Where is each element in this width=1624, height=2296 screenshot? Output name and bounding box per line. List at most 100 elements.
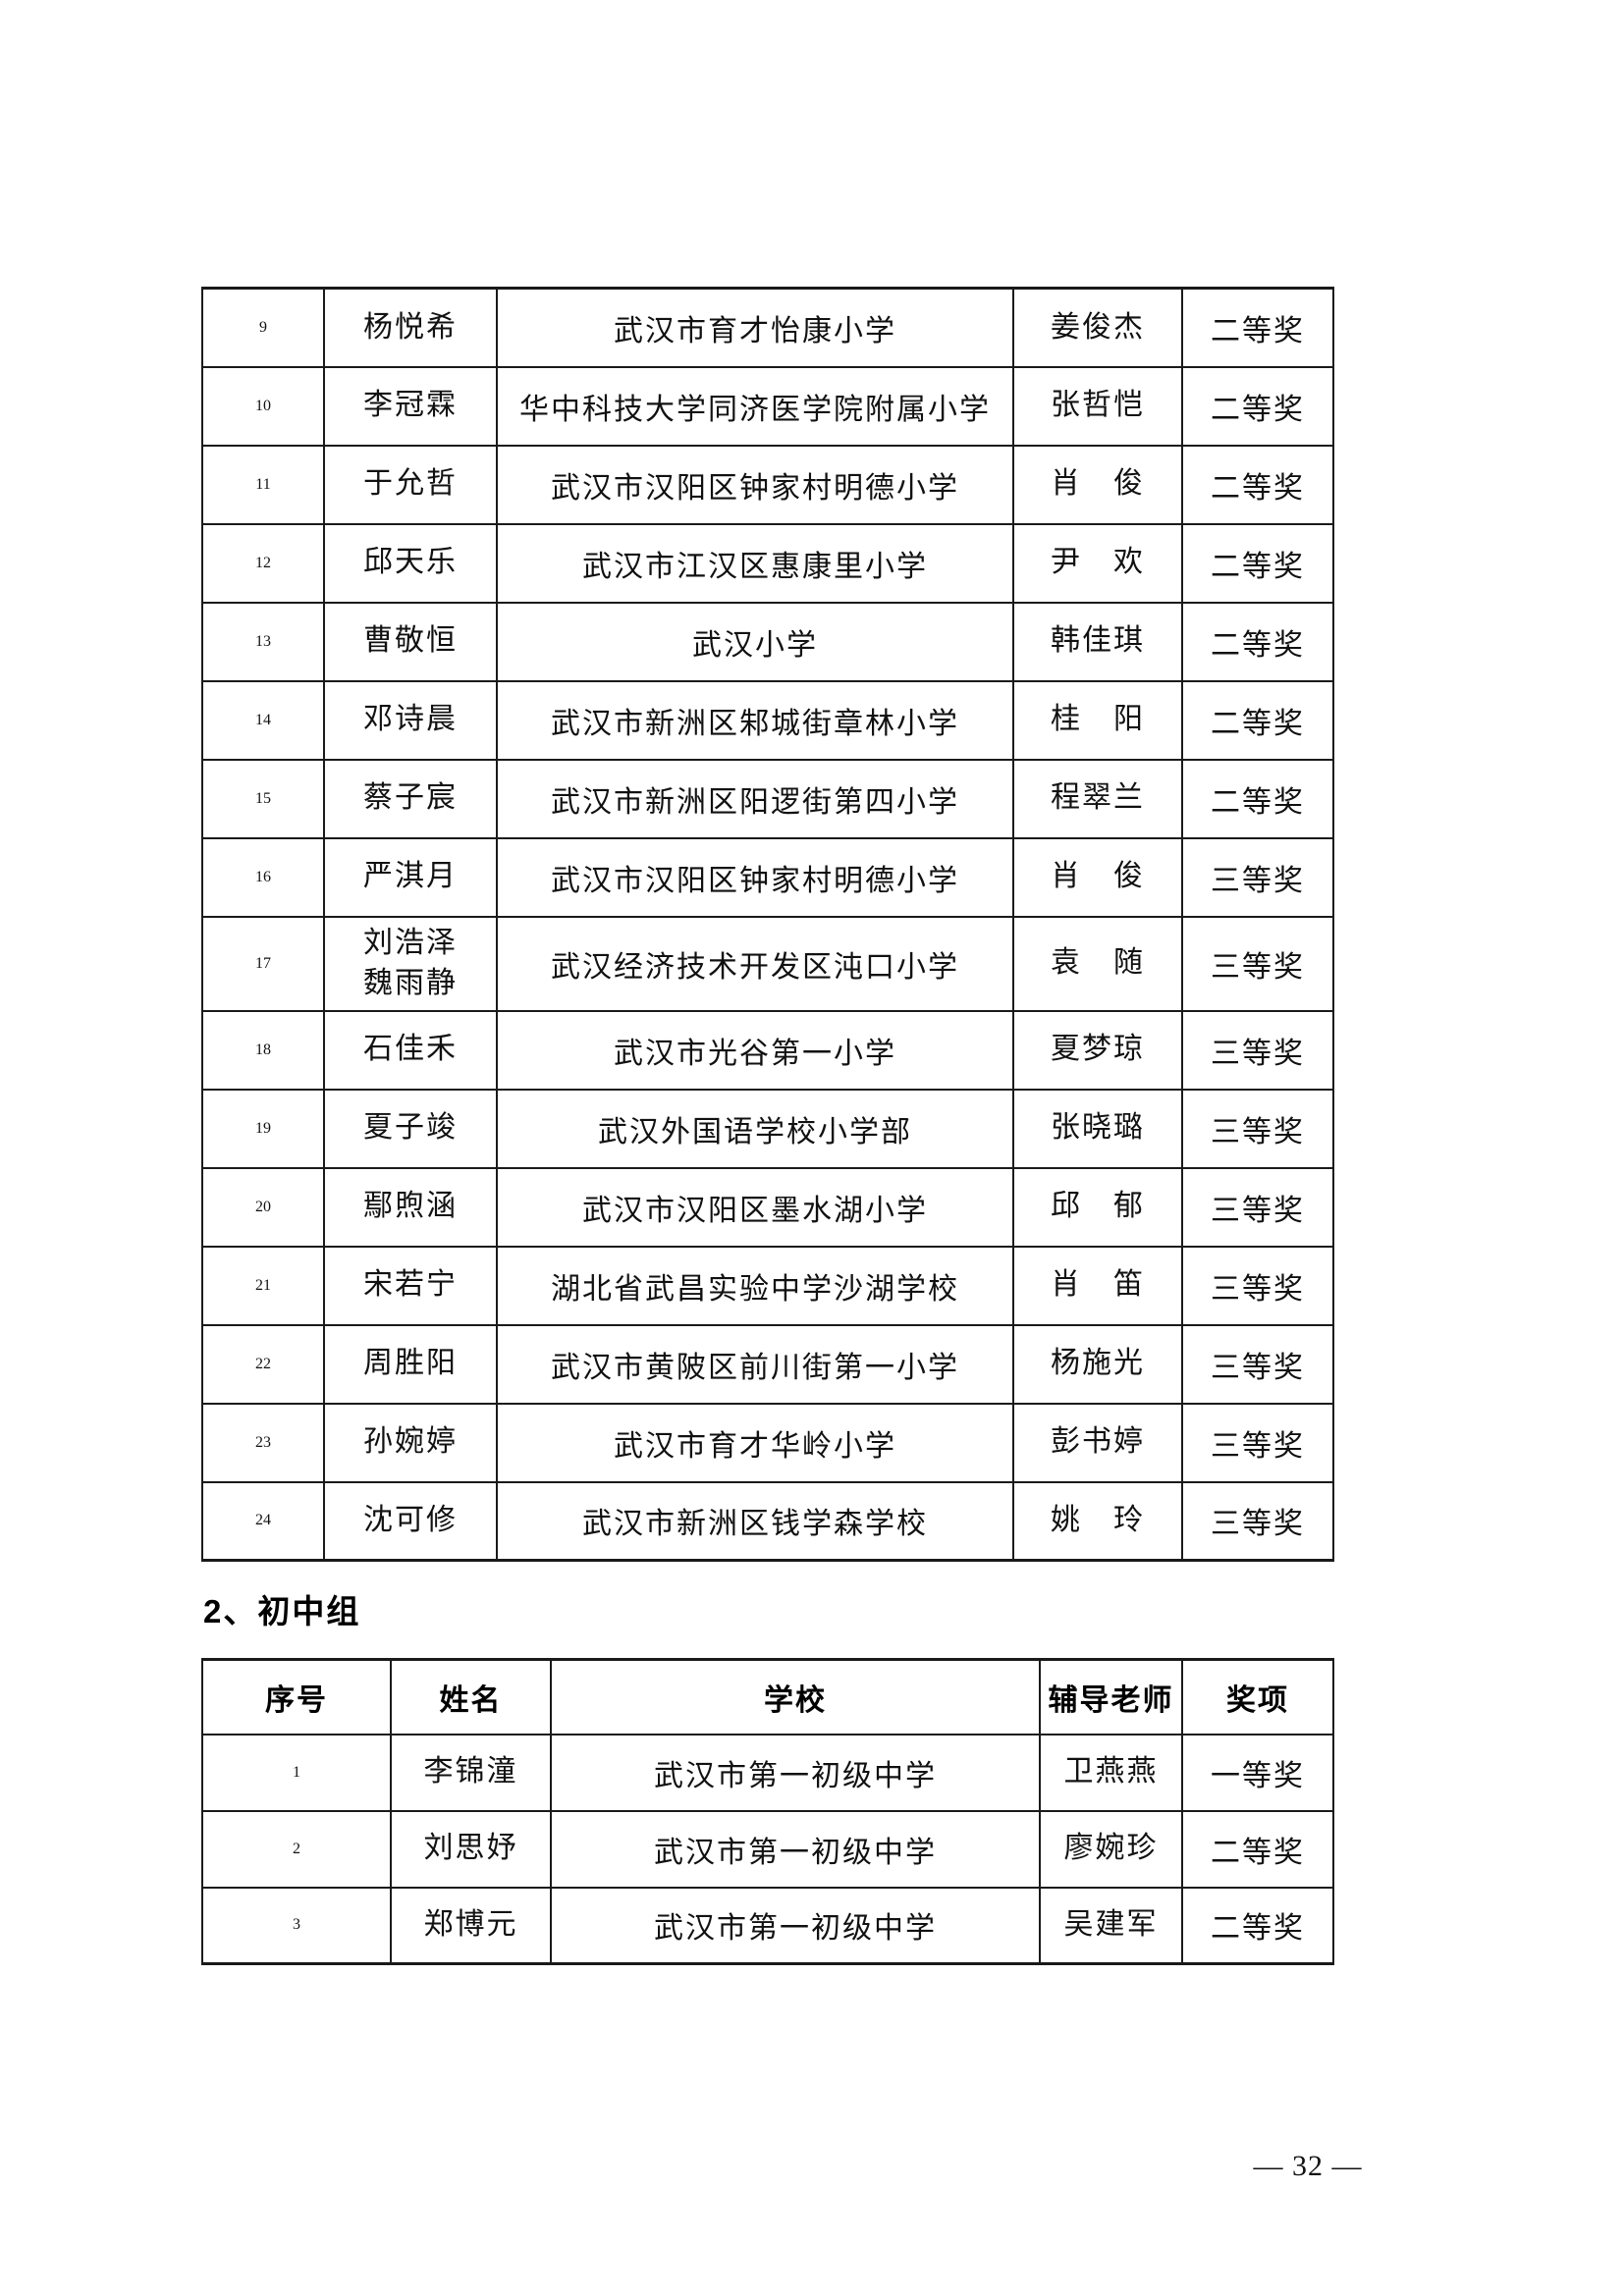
primary-table-row: 17 刘浩泽 魏雨静 武汉经济技术开发区沌口小学袁 随三等奖	[201, 915, 1334, 1012]
teacher-cell: 韩佳琪	[1012, 601, 1183, 682]
serial-cell: 11	[201, 444, 325, 525]
primary-table-row: 10 李冠霖 华中科技大学同济医学院附属小学 张哲恺 二等奖	[201, 365, 1334, 447]
teacher-cell: 袁 随	[1012, 915, 1183, 1012]
primary-group-award-table: 9 杨悦希 武汉市育才怡康小学 姜俊杰 二等奖 10 李冠霖 华中科技大学同济医学院附属小学张…	[201, 287, 1334, 1562]
award-cell: 一等奖	[1181, 1733, 1334, 1812]
name-cell: 刘思妤	[390, 1809, 552, 1889]
name-cell: 宋若宁	[323, 1245, 498, 1326]
school-cell: 湖北省武昌实验中学沙湖学校	[496, 1245, 1014, 1326]
primary-table-row: 16 严淇月 武汉市汉阳区钟家村明德小学肖 俊三等奖	[201, 836, 1334, 918]
award-cell: 二等奖	[1181, 287, 1334, 368]
primary-table-row: 9 杨悦希 武汉市育才怡康小学 姜俊杰 二等奖	[201, 287, 1334, 368]
primary-group-table-body: 9 杨悦希 武汉市育才怡康小学 姜俊杰 二等奖 10 李冠霖 华中科技大学同济医学院附属小学张…	[201, 287, 1334, 1562]
name-cell: 周胜阳	[323, 1323, 498, 1405]
name-cell: 邓诗晨	[323, 679, 498, 761]
name-cell: 孙婉婷	[323, 1402, 498, 1483]
teacher-cell: 夏梦琼	[1012, 1009, 1183, 1091]
name-cell: 夏子竣	[323, 1088, 498, 1169]
teacher-cell: 廖婉珍	[1039, 1809, 1183, 1889]
teacher-cell: 杨施光	[1012, 1323, 1183, 1405]
teacher-cell: 邱 郁	[1012, 1166, 1183, 1248]
award-cell: 三等奖	[1181, 1088, 1334, 1169]
name-cell: 沈可修	[323, 1480, 498, 1562]
junior-table-row: 2 刘思妤 武汉市第一初级中学 廖婉珍 二等奖	[201, 1809, 1334, 1889]
primary-table-row: 19 夏子竣 武汉外国语学校小学部 张晓璐 三等奖	[201, 1088, 1334, 1169]
teacher-cell: 张哲恺	[1012, 365, 1183, 447]
school-cell: 武汉市第一初级中学	[550, 1886, 1041, 1965]
school-cell: 武汉小学	[496, 601, 1014, 682]
serial-cell: 14	[201, 679, 325, 761]
header-cell-serial: 序号	[201, 1658, 392, 1735]
primary-table-row: 20 鄢煦涵 武汉市汉阳区墨水湖小学邱 郁三等奖	[201, 1166, 1334, 1248]
school-cell: 武汉市第一初级中学	[550, 1809, 1041, 1889]
teacher-cell: 程翠兰	[1012, 758, 1183, 839]
school-cell: 武汉市新洲区阳逻街第四小学	[496, 758, 1014, 839]
serial-cell: 16	[201, 836, 325, 918]
junior-group-award-table: 序号 姓名 学校 辅导老师 奖项 1 李锦潼 武汉市第一初级中学 卫燕燕 一等奖 2 刘思妤…	[201, 1658, 1334, 1965]
school-cell: 武汉市光谷第一小学	[496, 1009, 1014, 1091]
serial-cell: 10	[201, 365, 325, 447]
name-cell: 于允哲	[323, 444, 498, 525]
award-cell: 二等奖	[1181, 679, 1334, 761]
primary-table-row: 13 曹敬恒 武汉小学 韩佳琪 二等奖	[201, 601, 1334, 682]
teacher-cell: 肖 笛	[1012, 1245, 1183, 1326]
school-cell: 武汉市江汉区惠康里小学	[496, 522, 1014, 604]
name-cell: 郑博元	[390, 1886, 552, 1965]
serial-cell: 24	[201, 1480, 325, 1562]
award-cell: 三等奖	[1181, 1480, 1334, 1562]
primary-table-row: 12 邱天乐 武汉市江汉区惠康里小学尹 欢二等奖	[201, 522, 1334, 604]
primary-table-row: 11 于允哲 武汉市汉阳区钟家村明德小学肖 俊二等奖	[201, 444, 1334, 525]
primary-table-row: 24 沈可修 武汉市新洲区钱学森学校姚 玲三等奖	[201, 1480, 1334, 1562]
serial-cell: 18	[201, 1009, 325, 1091]
header-cell-award: 奖项	[1181, 1658, 1334, 1735]
header-cell-school: 学校	[550, 1658, 1041, 1735]
junior-table-header-row: 序号 姓名 学校 辅导老师 奖项	[201, 1658, 1334, 1735]
name-cell: 鄢煦涵	[323, 1166, 498, 1248]
page-number: — 32 —	[1253, 2150, 1363, 2182]
serial-cell: 2	[201, 1809, 392, 1889]
primary-table-row: 21 宋若宁 湖北省武昌实验中学沙湖学校肖 笛三等奖	[201, 1245, 1334, 1326]
serial-cell: 19	[201, 1088, 325, 1169]
award-cell: 三等奖	[1181, 1009, 1334, 1091]
primary-table-row: 14 邓诗晨 武汉市新洲区邾城街章林小学桂 阳二等奖	[201, 679, 1334, 761]
award-cell: 二等奖	[1181, 601, 1334, 682]
school-cell: 武汉市第一初级中学	[550, 1733, 1041, 1812]
award-cell: 三等奖	[1181, 915, 1334, 1012]
teacher-cell: 姚 玲	[1012, 1480, 1183, 1562]
name-cell: 石佳禾	[323, 1009, 498, 1091]
teacher-cell: 彭书婷	[1012, 1402, 1183, 1483]
serial-cell: 21	[201, 1245, 325, 1326]
award-cell: 二等奖	[1181, 365, 1334, 447]
teacher-cell: 尹 欢	[1012, 522, 1183, 604]
name-cell: 严淇月	[323, 836, 498, 918]
serial-cell: 1	[201, 1733, 392, 1812]
award-cell: 二等奖	[1181, 444, 1334, 525]
award-cell: 三等奖	[1181, 1323, 1334, 1405]
primary-table-row: 15 蔡子宸 武汉市新洲区阳逻街第四小学 程翠兰 二等奖	[201, 758, 1334, 839]
school-cell: 武汉市育才华岭小学	[496, 1402, 1014, 1483]
name-cell: 蔡子宸	[323, 758, 498, 839]
award-cell: 二等奖	[1181, 1886, 1334, 1965]
teacher-cell: 张晓璐	[1012, 1088, 1183, 1169]
page-content: 9 杨悦希 武汉市育才怡康小学 姜俊杰 二等奖 10 李冠霖 华中科技大学同济医学院附属小学张…	[201, 287, 1334, 1965]
name-cell: 曹敬恒	[323, 601, 498, 682]
serial-cell: 23	[201, 1402, 325, 1483]
school-cell: 武汉经济技术开发区沌口小学	[496, 915, 1014, 1012]
teacher-cell: 卫燕燕	[1039, 1733, 1183, 1812]
school-cell: 武汉市汉阳区钟家村明德小学	[496, 836, 1014, 918]
teacher-cell: 桂 阳	[1012, 679, 1183, 761]
award-cell: 三等奖	[1181, 1402, 1334, 1483]
primary-table-row: 18 石佳禾 武汉市光谷第一小学 夏梦琼 三等奖	[201, 1009, 1334, 1091]
school-cell: 武汉市新洲区邾城街章林小学	[496, 679, 1014, 761]
school-cell: 武汉市黄陂区前川街第一小学	[496, 1323, 1014, 1405]
school-cell: 武汉市汉阳区钟家村明德小学	[496, 444, 1014, 525]
junior-table-row: 3 郑博元 武汉市第一初级中学 吴建军 二等奖	[201, 1886, 1334, 1965]
award-cell: 二等奖	[1181, 758, 1334, 839]
award-cell: 二等奖	[1181, 522, 1334, 604]
award-cell: 三等奖	[1181, 836, 1334, 918]
serial-cell: 12	[201, 522, 325, 604]
school-cell: 武汉市新洲区钱学森学校	[496, 1480, 1014, 1562]
serial-cell: 15	[201, 758, 325, 839]
school-cell: 武汉市汉阳区墨水湖小学	[496, 1166, 1014, 1248]
